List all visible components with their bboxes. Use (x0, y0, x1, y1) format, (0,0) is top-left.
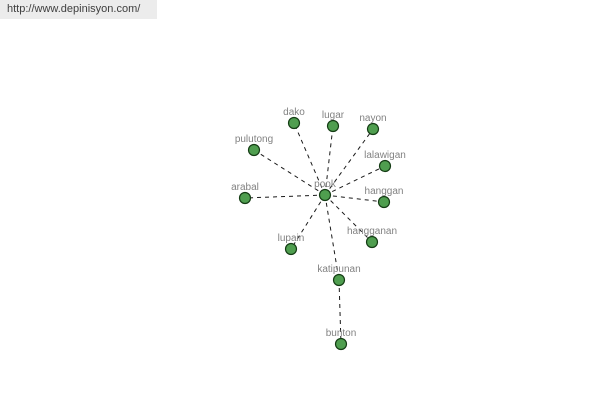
graph-node-nayon[interactable] (366, 122, 380, 136)
graph-edge-pook-lalawigan (324, 165, 386, 196)
graph-node-label-nayon[interactable]: nayon (359, 113, 386, 124)
graph-edge-pook-katipunan (324, 194, 340, 281)
graph-node-label-pulutong[interactable]: pulutong (235, 134, 273, 145)
graph-node-label-hangganan[interactable]: hangganan (347, 226, 397, 237)
graph-node-lugar[interactable] (326, 119, 340, 133)
graph-node-label-arabal[interactable]: arabal (231, 182, 259, 193)
graph-node-label-bunton[interactable]: bunton (326, 328, 357, 339)
graph-node-label-katipunan[interactable]: katipunan (317, 264, 360, 275)
graph-node-label-hanggan[interactable]: hanggan (365, 186, 404, 197)
graph-node-lalawigan[interactable] (378, 159, 392, 173)
graph-node-dako[interactable] (287, 116, 301, 130)
graph-edge-pook-dako (293, 122, 326, 196)
graph-node-hangganan[interactable] (365, 235, 379, 249)
graph-edge-pook-hanggan (324, 194, 385, 203)
graph-node-pulutong[interactable] (247, 143, 261, 157)
graph-node-label-lalawigan[interactable]: lalawigan (364, 150, 406, 161)
graph-node-lupain[interactable] (284, 242, 298, 256)
graph-node-bunton[interactable] (334, 337, 348, 351)
graph-node-pook[interactable] (318, 188, 332, 202)
graph-node-label-pook[interactable]: pook (314, 179, 337, 190)
graph-edge-pook-arabal (244, 194, 326, 199)
graph-edge-pook-nayon (324, 128, 374, 196)
graph-edge-pook-lugar (324, 125, 334, 196)
graph-edge-pook-lupain (290, 194, 326, 250)
graph-node-hanggan[interactable] (377, 195, 391, 209)
graph-node-label-dako[interactable]: dako (283, 107, 305, 118)
graph-node-arabal[interactable] (238, 191, 252, 205)
graph-node-katipunan[interactable] (332, 273, 346, 287)
url-status-bar: http://www.depinisyon.com/ (0, 0, 157, 19)
graph-edge-katipunan-bunton (338, 279, 342, 345)
graph-node-label-lugar[interactable]: lugar (322, 110, 345, 121)
graph-node-label-lupain[interactable]: lupain (278, 233, 305, 244)
graph-edge-pook-hangganan (324, 194, 373, 243)
status-url-text: http://www.depinisyon.com/ (7, 3, 141, 15)
graph-edge-pook-pulutong (253, 149, 326, 196)
